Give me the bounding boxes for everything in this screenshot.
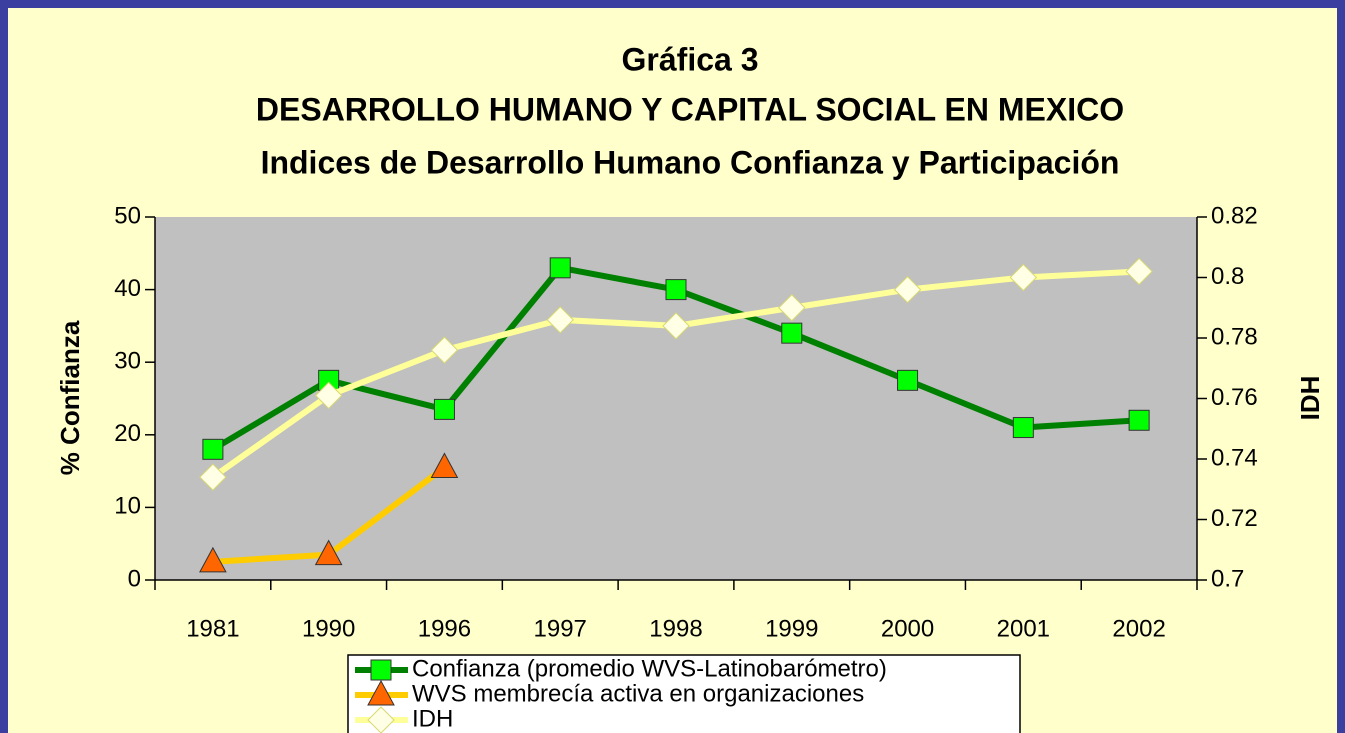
y-tick-label: 10: [114, 493, 141, 520]
data-point: [1125, 257, 1153, 286]
y2-tick-label: 0.78: [1211, 323, 1258, 350]
y-tick-label: 30: [114, 348, 141, 375]
legend-label: Confianza (promedio WVS-Latinobarómetro): [412, 655, 887, 682]
plot-area: [155, 217, 1197, 580]
data-point: [893, 275, 922, 304]
data-point: [665, 279, 687, 301]
legend-marker: [370, 659, 392, 681]
data-point: [202, 438, 224, 460]
legend-label: IDH: [412, 705, 453, 732]
y-tick-label: 40: [114, 275, 141, 302]
data-point: [897, 369, 919, 391]
chart-subtitle: DESARROLLO HUMANO Y CAPITAL SOCIAL EN ME…: [256, 91, 1124, 127]
x-tick-label: 2002: [1112, 615, 1165, 642]
y2-tick-label: 0.7: [1211, 565, 1244, 592]
y-axis-title: % Confianza: [55, 320, 85, 475]
y2-tick-label: 0.76: [1211, 384, 1258, 411]
data-point: [199, 546, 227, 573]
data-point: [199, 463, 227, 491]
data-point: [314, 539, 343, 566]
x-tick-label: 1981: [186, 615, 239, 642]
data-point: [433, 398, 455, 420]
x-tick-label: 1996: [418, 615, 471, 642]
x-tick-label: 2001: [997, 615, 1050, 642]
chart-title: Gráfica 3: [622, 41, 759, 77]
y2-tick-label: 0.74: [1211, 444, 1258, 471]
y-tick-label: 0: [128, 565, 141, 592]
y2-tick-label: 0.82: [1211, 202, 1258, 229]
data-point: [778, 294, 806, 322]
y2-tick-label: 0.72: [1211, 505, 1258, 532]
chart-subtitle: Indices de Desarrollo Humano Confianza y…: [261, 144, 1120, 180]
data-point: [781, 322, 803, 344]
x-tick-label: 1997: [534, 615, 587, 642]
data-point: [662, 312, 690, 340]
legend-label: WVS membrecía activa en organizaciones: [412, 680, 864, 707]
data-point: [546, 306, 574, 334]
legend-marker: [367, 679, 395, 706]
x-tick-label: 1999: [765, 615, 818, 642]
data-point: [314, 381, 343, 410]
y2-axis-title: IDH: [1295, 376, 1325, 421]
data-point: [1128, 409, 1150, 431]
y2-tick-label: 0.8: [1211, 263, 1244, 290]
data-point: [1009, 263, 1038, 292]
x-tick-label: 2000: [881, 615, 934, 642]
legend: [347, 654, 1021, 733]
data-point: [549, 257, 571, 279]
y-tick-label: 20: [114, 420, 141, 447]
y-tick-label: 50: [114, 202, 141, 229]
data-point: [430, 336, 459, 364]
data-point: [430, 452, 459, 478]
x-tick-label: 1990: [302, 615, 355, 642]
legend-marker: [367, 706, 395, 733]
data-point: [1012, 417, 1034, 439]
x-tick-label: 1998: [649, 615, 702, 642]
